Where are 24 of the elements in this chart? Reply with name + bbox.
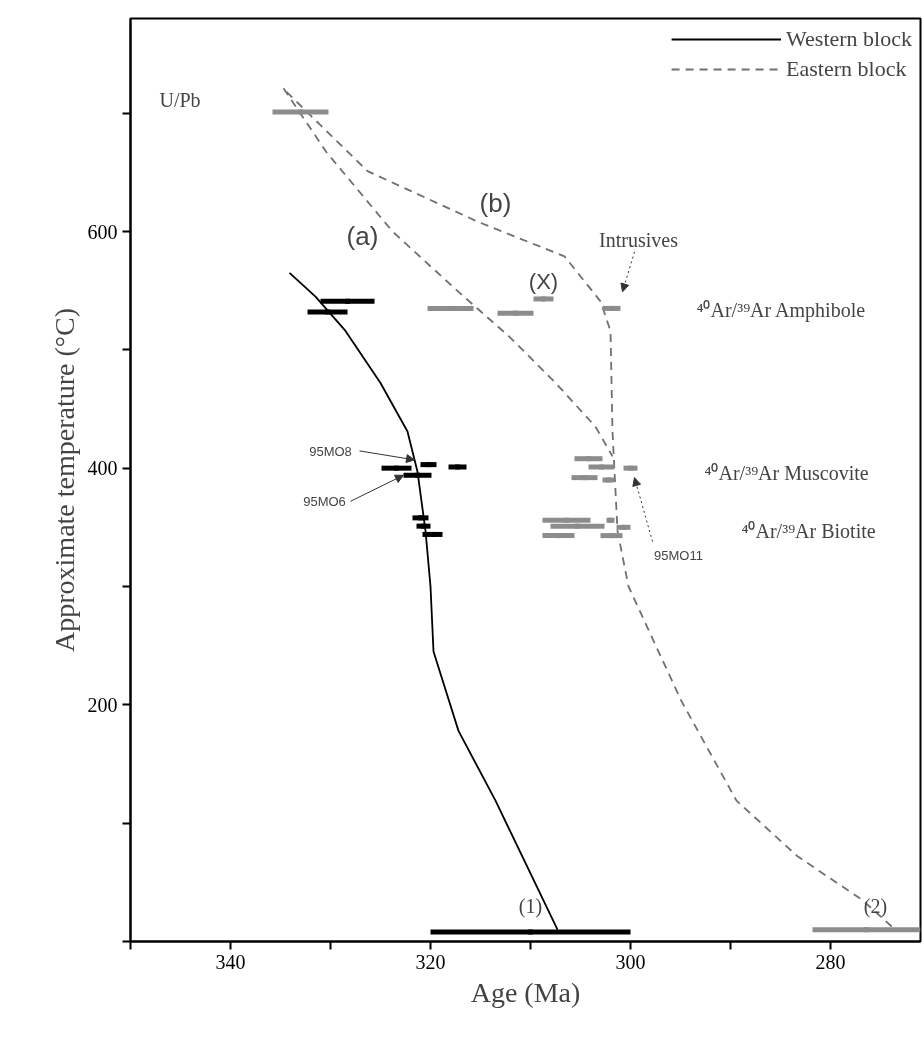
annotation: 95MO6	[303, 493, 346, 509]
x-tick-label: 340	[215, 950, 246, 973]
legend-label: Eastern block	[786, 56, 907, 82]
annotation: (a)	[346, 221, 379, 252]
legend-label: Western block	[786, 26, 912, 52]
x-axis-title: Age (Ma)	[470, 976, 581, 1008]
annotation: ⁴⁰Ar/³⁹Ar Muscovite	[704, 461, 869, 484]
x-tick-label: 300	[615, 950, 646, 973]
annotation: U/Pb	[159, 89, 201, 112]
y-tick-label: 400	[87, 457, 118, 480]
annotation: ⁴⁰Ar/³⁹Ar Biotite	[741, 519, 876, 542]
y-tick-label: 600	[87, 220, 118, 243]
y-axis-title: Approximate temperature (°C)	[48, 308, 80, 652]
annotation: (X)	[528, 268, 559, 294]
x-tick-label: 320	[415, 950, 446, 973]
annotation: ⁴⁰Ar/³⁹Ar Amphibole	[696, 298, 866, 322]
annotation: (1)	[518, 895, 543, 918]
annotation: Intrusives	[599, 228, 679, 251]
annotation: 95MO11	[654, 548, 703, 564]
annotation: (b)	[479, 188, 512, 219]
y-tick-label: 200	[87, 693, 118, 716]
x-tick-label: 280	[815, 950, 846, 973]
annotation: (2)	[863, 895, 888, 918]
annotation: 95MO8	[309, 444, 352, 460]
